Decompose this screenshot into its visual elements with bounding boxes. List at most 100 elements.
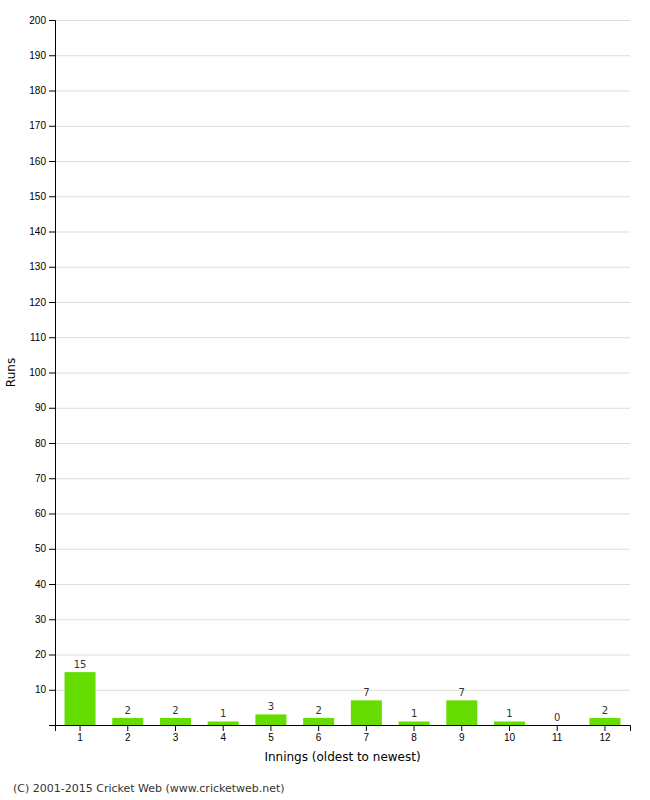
x-tick-label: 10 [504, 732, 516, 743]
y-tick-label: 30 [35, 614, 47, 625]
y-tick-label: 10 [35, 684, 47, 695]
y-tick-mark [49, 549, 55, 550]
y-tick-label: 190 [29, 50, 46, 61]
data-label: 0 [554, 712, 560, 723]
x-tick-mark [80, 725, 81, 731]
data-label: 1 [411, 708, 417, 719]
x-tick-label: 9 [459, 732, 465, 743]
data-label: 15 [74, 659, 87, 670]
grid-tick [55, 126, 630, 127]
grid-line [55, 126, 630, 127]
y-tick-mark [49, 619, 55, 620]
x-tick: 7 [364, 725, 370, 743]
bar [351, 700, 382, 725]
data-labels: 1522132717102 [74, 659, 608, 723]
y-tick-mark [49, 337, 55, 338]
grid-line [55, 302, 630, 303]
data-label: 2 [125, 705, 131, 716]
grid-tick [55, 161, 630, 162]
x-tick: 10 [504, 725, 516, 743]
y-tick-label: 100 [29, 367, 46, 378]
grid-line [55, 161, 630, 162]
grid-tick [55, 232, 630, 233]
grid-line [55, 514, 630, 515]
grid-tick [55, 91, 630, 92]
x-tick: 8 [411, 725, 417, 743]
grid-tick [55, 549, 630, 550]
grid-line [55, 337, 630, 338]
grid-line [55, 655, 630, 656]
y-tick-mark [49, 584, 55, 585]
y-axis: 1020304050607080901001101201301401501601… [29, 15, 55, 726]
y-tick: 80 [35, 438, 55, 449]
x-tick-label: 1 [77, 732, 83, 743]
y-tick-mark [49, 126, 55, 127]
bar [160, 718, 191, 725]
bar [65, 672, 96, 725]
y-tick: 180 [29, 85, 55, 96]
y-tick-label: 200 [29, 15, 46, 26]
x-tick-label: 7 [364, 732, 370, 743]
x-tick: 3 [173, 725, 179, 743]
grid-line [55, 619, 630, 620]
grid-line [55, 443, 630, 444]
x-tick-label: 2 [125, 732, 131, 743]
x-tick: 9 [459, 725, 465, 743]
x-tick-mark [366, 725, 367, 731]
bar [542, 725, 573, 726]
y-tick: 30 [35, 614, 55, 625]
grid-line [55, 690, 630, 691]
x-tick-mark [604, 725, 605, 731]
x-tick-label: 3 [173, 732, 179, 743]
data-label: 3 [268, 701, 274, 712]
bar [399, 721, 430, 725]
bars [65, 672, 621, 725]
y-tick: 100 [29, 367, 55, 378]
y-axis-line [49, 21, 56, 726]
grid-tick [55, 55, 630, 56]
y-tick-mark [49, 232, 55, 233]
grid [55, 21, 630, 691]
y-tick-label: 80 [35, 438, 47, 449]
grid-tick [55, 373, 630, 374]
x-tick-mark [270, 725, 271, 731]
bar [589, 718, 620, 725]
y-tick-label: 70 [35, 473, 47, 484]
bar [208, 721, 239, 725]
grid-tick [55, 655, 630, 656]
grid-tick [55, 478, 630, 479]
grid-tick [55, 690, 630, 691]
y-tick-label: 160 [29, 156, 46, 167]
y-tick: 160 [29, 156, 55, 167]
x-tick: 11 [552, 725, 563, 743]
grid-line [55, 267, 630, 268]
y-tick: 70 [35, 473, 55, 484]
x-axis: 123456789101112 [56, 725, 631, 743]
bar [303, 718, 334, 725]
y-tick-mark [49, 655, 55, 656]
grid-tick [55, 302, 630, 303]
y-tick-mark [49, 55, 55, 56]
grid-tick [55, 337, 630, 338]
y-tick: 200 [29, 15, 55, 26]
y-tick: 140 [29, 226, 55, 237]
y-tick-mark [49, 161, 55, 162]
x-tick-label: 8 [411, 732, 417, 743]
data-label: 2 [602, 705, 608, 716]
y-tick: 190 [29, 50, 55, 61]
y-tick: 50 [35, 543, 55, 554]
x-tick-mark [318, 725, 319, 731]
plot: 1234567891011121020304050607080901001101… [4, 15, 631, 764]
y-tick-mark [49, 514, 55, 515]
y-tick: 60 [35, 508, 55, 519]
grid-line [55, 232, 630, 233]
x-tick-mark [175, 725, 176, 731]
y-tick-mark [49, 267, 55, 268]
y-tick-mark [49, 690, 55, 691]
x-tick-mark [509, 725, 510, 731]
x-tick-mark [557, 725, 558, 731]
x-tick-mark [461, 725, 462, 731]
y-tick-mark [49, 302, 55, 303]
x-tick-label: 11 [552, 732, 563, 743]
x-tick: 12 [599, 725, 611, 743]
